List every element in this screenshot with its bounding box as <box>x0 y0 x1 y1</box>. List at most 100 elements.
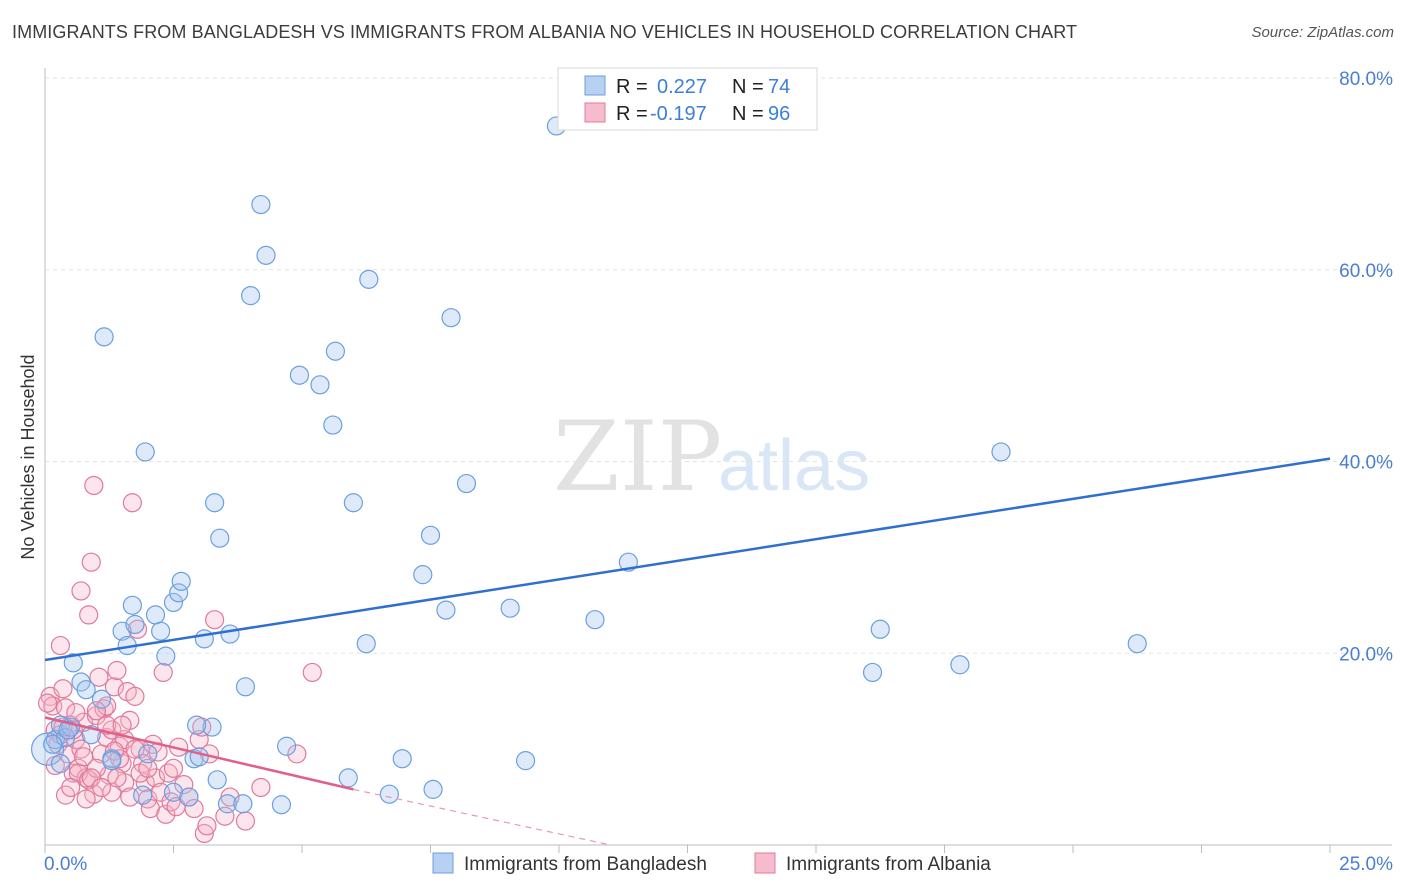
point-bangladesh-66 <box>138 744 158 764</box>
point-bangladesh-0 <box>30 732 65 766</box>
point-albania-15 <box>79 605 99 625</box>
point-albania-6 <box>55 698 76 718</box>
legend-swatch-bangladesh <box>584 75 606 96</box>
legend-r-value-bangladesh: 0.227 <box>657 76 707 98</box>
point-bangladesh-54 <box>456 473 477 494</box>
trendline-bangladesh <box>44 457 1331 662</box>
point-bangladesh-53 <box>441 308 461 328</box>
point-albania-17 <box>84 475 104 496</box>
point-bangladesh-52 <box>436 600 456 620</box>
point-albania-54 <box>189 729 209 750</box>
point-bangladesh-51 <box>423 779 443 799</box>
point-bangladesh-56 <box>515 751 536 771</box>
point-bangladesh-41 <box>323 415 343 435</box>
bottom-legend-swatch-albania <box>754 852 776 874</box>
y-tick-label-2: 60.0% <box>1339 261 1393 282</box>
point-bangladesh-15 <box>122 595 142 615</box>
point-bangladesh-60 <box>862 662 883 683</box>
point-albania-85 <box>73 747 94 767</box>
point-bangladesh-21 <box>163 592 184 613</box>
point-bangladesh-23 <box>171 571 191 591</box>
point-albania-25 <box>104 677 124 697</box>
x-tick-label-0: 0.0% <box>44 854 87 875</box>
point-bangladesh-62 <box>950 655 970 675</box>
point-bangladesh-68 <box>179 787 199 807</box>
point-albania-81 <box>125 739 145 759</box>
point-albania-37 <box>135 773 155 793</box>
point-bangladesh-3 <box>50 753 71 774</box>
legend-r-label-1: R = <box>616 76 648 98</box>
point-albania-89 <box>112 715 132 735</box>
point-albania-63 <box>251 777 271 798</box>
point-bangladesh-45 <box>356 634 376 654</box>
axes <box>44 68 1392 853</box>
point-bangladesh-16 <box>125 614 145 635</box>
point-bangladesh-65 <box>133 785 153 805</box>
point-albania-66 <box>37 693 58 713</box>
point-bangladesh-25 <box>194 629 214 649</box>
point-albania-5 <box>53 679 73 699</box>
point-bangladesh-30 <box>207 770 227 790</box>
bottom-legend-bangladesh: Immigrants from Bangladesh <box>464 854 707 875</box>
point-albania-56 <box>194 823 214 844</box>
point-bangladesh-47 <box>379 784 399 804</box>
point-albania-32 <box>122 493 142 513</box>
watermark-atlas: atlas <box>718 426 870 506</box>
point-albania-93 <box>91 777 112 798</box>
point-bangladesh-8 <box>76 680 96 700</box>
point-bangladesh-31 <box>217 794 238 814</box>
point-bangladesh-33 <box>235 677 256 697</box>
point-bangladesh-63 <box>991 442 1011 462</box>
y-tick-label-1: 40.0% <box>1339 453 1393 474</box>
point-bangladesh-44 <box>343 493 363 513</box>
point-bangladesh-18 <box>145 605 166 625</box>
point-bangladesh-43 <box>338 768 358 788</box>
point-bangladesh-38 <box>276 736 297 756</box>
point-bangladesh-71 <box>58 720 78 740</box>
point-albania-94 <box>138 758 158 778</box>
point-bangladesh-37 <box>271 795 292 815</box>
point-bangladesh-61 <box>870 619 890 639</box>
point-bangladesh-32 <box>233 794 253 814</box>
point-bangladesh-36 <box>256 245 276 265</box>
point-bangladesh-72 <box>189 747 209 767</box>
y-tick-label-0: 20.0% <box>1339 644 1393 665</box>
x-tick-label-1: 25.0% <box>1339 854 1393 875</box>
watermark-zip: ZIP <box>553 401 722 513</box>
point-albania-44 <box>153 662 173 683</box>
gridlines <box>45 77 1392 654</box>
point-bangladesh-11 <box>94 327 114 347</box>
point-albania-86 <box>86 701 107 721</box>
point-albania-74 <box>86 758 107 778</box>
point-albania-16 <box>81 552 101 572</box>
bottom-legend-swatch-bangladesh <box>432 852 454 874</box>
point-albania-57 <box>197 816 217 836</box>
correlation-legend: R = 0.227 N = 74 R = -0.197 N = 96 <box>557 67 818 131</box>
point-bangladesh-17 <box>135 442 155 462</box>
point-albania-4 <box>50 635 71 656</box>
point-bangladesh-27 <box>210 528 230 548</box>
point-albania-71 <box>71 739 91 759</box>
point-albania-51 <box>174 774 194 795</box>
point-albania-60 <box>215 806 235 826</box>
point-bangladesh-40 <box>310 375 330 395</box>
chart-title: IMMIGRANTS FROM BANGLADESH VS IMMIGRANTS… <box>12 22 1078 42</box>
point-bangladesh-55 <box>500 598 520 618</box>
legend-n-label-1: N = <box>732 76 764 98</box>
point-bangladesh-6 <box>63 653 83 673</box>
legend-r-value-albania: -0.197 <box>650 103 707 125</box>
point-albania-53 <box>184 798 204 819</box>
legend-r-label-2: R = <box>616 103 648 125</box>
point-albania-92 <box>81 768 101 788</box>
source-label: Source: ZipAtlas.com <box>1251 24 1394 41</box>
point-albania-65 <box>302 662 322 683</box>
point-albania-26 <box>107 660 127 681</box>
point-albania-33 <box>125 686 145 706</box>
point-albania-62 <box>235 811 256 831</box>
point-bangladesh-64 <box>1127 634 1147 654</box>
point-bangladesh-22 <box>169 583 189 603</box>
point-bangladesh-28 <box>220 624 240 644</box>
point-bangladesh-35 <box>251 194 271 215</box>
point-albania-59 <box>205 610 225 630</box>
